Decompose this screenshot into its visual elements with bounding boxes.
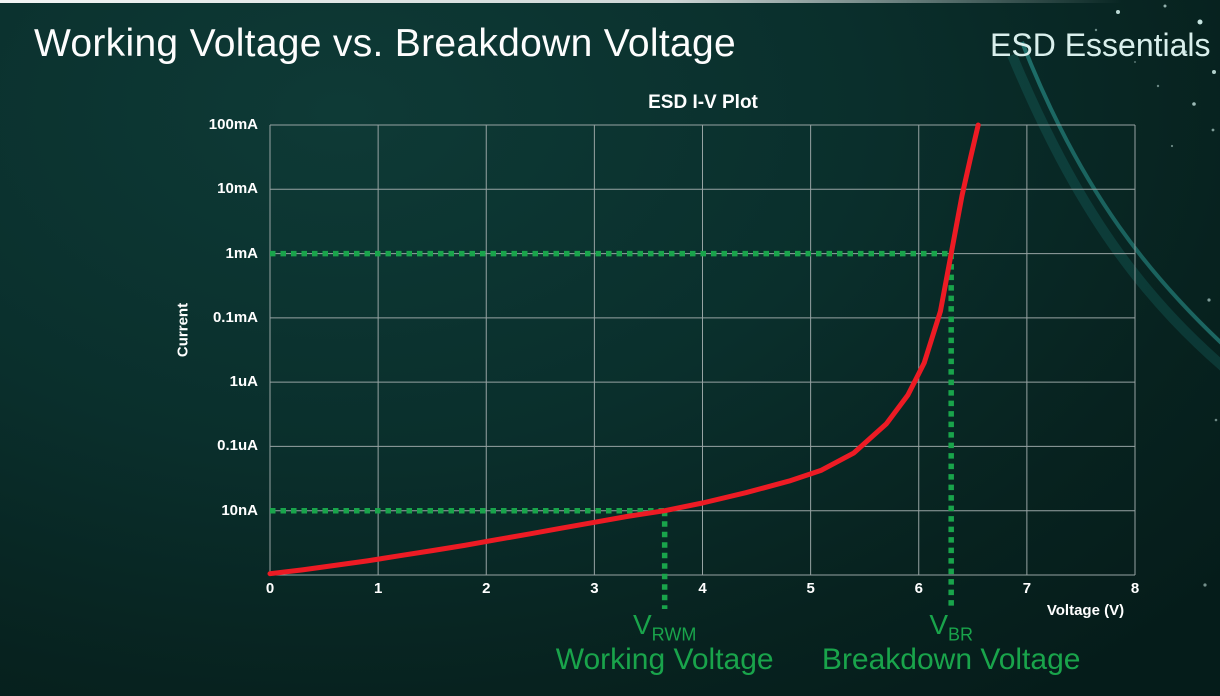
x-axis-tick-label: 1 bbox=[373, 580, 383, 597]
y-axis-tick-label: 0.1mA bbox=[212, 308, 258, 326]
x-axis-tick-label: 6 bbox=[914, 580, 923, 597]
annotation-symbol-letter: V bbox=[632, 609, 652, 640]
x-axis-tick-label: 0 bbox=[265, 580, 275, 597]
x-axis-label: Voltage (V) bbox=[1046, 602, 1125, 619]
x-axis-tick-label: 8 bbox=[1130, 580, 1140, 597]
iv-plot-canvas bbox=[267, 122, 1136, 609]
x-axis-tick-label: 4 bbox=[698, 580, 707, 597]
annotation-caption: Breakdown Voltage bbox=[821, 643, 1081, 676]
chart-title: ESD I-V Plot bbox=[648, 92, 758, 113]
iv-curve bbox=[267, 122, 981, 577]
y-axis-tick-label: 100mA bbox=[208, 116, 258, 133]
y-axis-tick-label: 1mA bbox=[225, 244, 258, 262]
annotation-symbol-br: VBR bbox=[929, 609, 973, 646]
x-axis-tick-label: 2 bbox=[482, 580, 491, 597]
annotation-symbol-letter: V bbox=[929, 609, 949, 640]
annotation-caption: Working Voltage bbox=[555, 643, 774, 676]
y-axis-tick-label: 0.1uA bbox=[217, 437, 258, 455]
x-axis-tick-label: 7 bbox=[1022, 580, 1032, 597]
slide-title: Working Voltage vs. Breakdown Voltage bbox=[34, 22, 736, 65]
x-axis-tick-label: 3 bbox=[590, 580, 599, 597]
y-axis-tick-label: 1uA bbox=[229, 373, 258, 391]
top-border bbox=[0, 0, 1220, 3]
annotation-subscript: RWM bbox=[651, 624, 697, 645]
y-axis-tick-label: 10mA bbox=[217, 180, 258, 198]
x-axis-tick-label: 5 bbox=[806, 580, 815, 597]
annotation-symbol-rwm: VRWM bbox=[633, 609, 696, 646]
y-axis-tick-label: 10nA bbox=[221, 501, 258, 519]
annotation-subscript: BR bbox=[948, 624, 974, 645]
brand-text: ESD Essentials bbox=[990, 27, 1211, 63]
